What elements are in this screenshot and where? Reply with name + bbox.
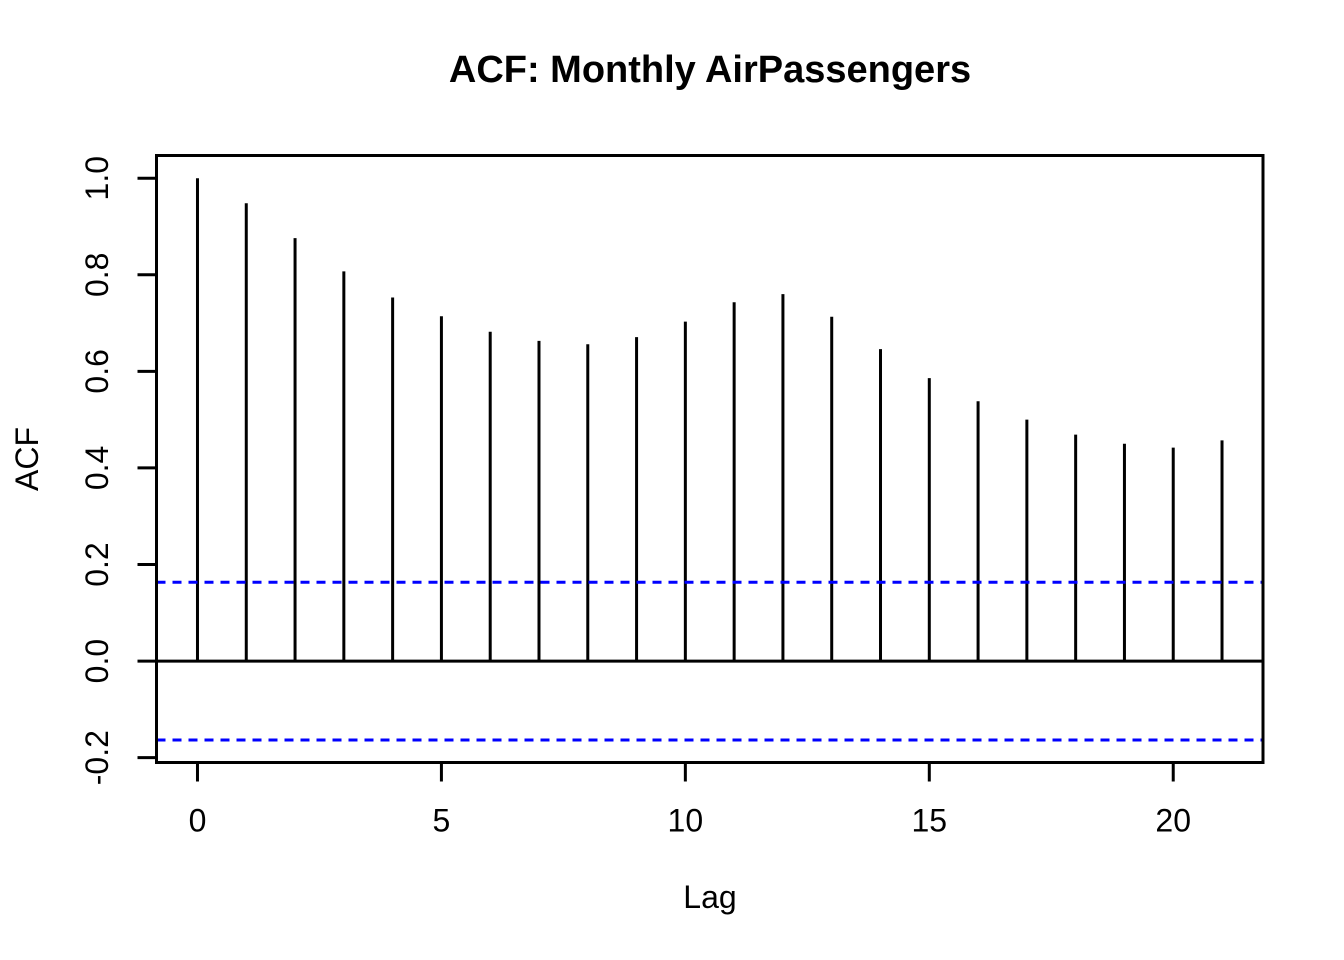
y-axis-title: ACF bbox=[9, 427, 45, 491]
confidence-lines-group bbox=[156, 580, 1263, 742]
y-tick-label: 0.6 bbox=[79, 349, 115, 393]
y-tick-label: 1.0 bbox=[79, 156, 115, 200]
x-axis-title: Lag bbox=[683, 879, 736, 915]
x-tick-label: 15 bbox=[911, 803, 947, 839]
y-tick-label: 0.8 bbox=[79, 253, 115, 297]
x-tick-label: 5 bbox=[433, 803, 451, 839]
acf-spikes-group bbox=[195, 178, 1224, 662]
plot-border-box bbox=[155, 154, 1265, 764]
y-tick-label: 0.2 bbox=[79, 542, 115, 586]
x-tick-label: 0 bbox=[189, 803, 207, 839]
x-axis: 0 5 10 15 20 bbox=[189, 762, 1191, 839]
y-tick-label: 0.4 bbox=[79, 446, 115, 490]
y-axis: 1.0 0.8 0.6 0.4 0.2 0.0 -0.2 bbox=[79, 156, 157, 785]
y-tick-label: -0.2 bbox=[79, 730, 115, 785]
chart-title: ACF: Monthly AirPassengers bbox=[449, 49, 971, 91]
x-tick-label: 20 bbox=[1155, 803, 1191, 839]
x-tick-label: 10 bbox=[668, 803, 704, 839]
y-tick-label: 0.0 bbox=[79, 639, 115, 683]
